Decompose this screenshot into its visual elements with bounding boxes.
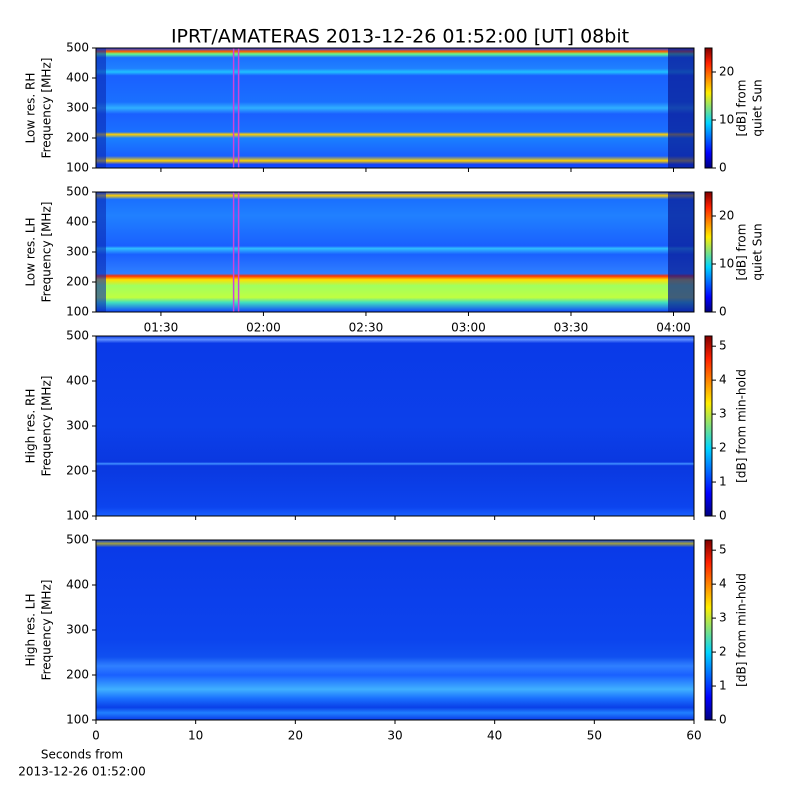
colorbar-tick-label: 5 — [719, 339, 727, 353]
colorbar — [704, 335, 713, 517]
y-axis-label: Low res. LH — [24, 217, 38, 286]
spectrogram — [96, 540, 694, 720]
data-gap — [96, 48, 106, 168]
y-tick-label: 300 — [66, 419, 89, 433]
colorbar — [704, 539, 713, 721]
colorbar-tick-label: 2 — [719, 645, 727, 659]
colorbar-label: quiet Sun — [751, 223, 765, 280]
y-tick-label: 500 — [66, 533, 89, 547]
x-tick-label: 30 — [387, 729, 402, 743]
y-tick-label: 500 — [66, 329, 89, 343]
x-tick-label: 50 — [587, 729, 602, 743]
data-gap — [668, 48, 694, 168]
colorbar-tick-label: 0 — [719, 713, 727, 727]
x-tick-label: 02:00 — [246, 321, 281, 335]
colorbar-label: [dB] from — [735, 80, 749, 137]
y-tick-label: 200 — [66, 131, 89, 145]
x-tick-label: 10 — [188, 729, 203, 743]
spectrogram — [96, 192, 694, 312]
y-tick-label: 300 — [66, 623, 89, 637]
x-tick-label: 02:30 — [349, 321, 384, 335]
y-axis-label: Frequency [MHz] — [40, 202, 54, 303]
plot-frame — [95, 191, 695, 313]
x-tick-label: 0 — [92, 729, 100, 743]
plot-frame — [95, 335, 695, 517]
y-tick-label: 500 — [66, 41, 89, 55]
colorbar-label: [dB] from — [735, 224, 749, 281]
colorbar-label: [dB] from min-hold — [735, 573, 749, 687]
y-axis-label: Frequency [MHz] — [40, 580, 54, 681]
x-tick-label: 20 — [288, 729, 303, 743]
x-axis-label: 2013-12-26 01:52:00 — [18, 765, 145, 779]
x-tick-label: 03:30 — [554, 321, 589, 335]
y-tick-label: 200 — [66, 668, 89, 682]
y-tick-label: 200 — [66, 275, 89, 289]
y-tick-label: 200 — [66, 464, 89, 478]
colorbar-tick-label: 1 — [719, 679, 727, 693]
colorbar-tick-label: 4 — [719, 577, 727, 591]
y-tick-label: 400 — [66, 374, 89, 388]
y-tick-label: 100 — [66, 305, 89, 319]
colorbar-tick-label: 0 — [719, 509, 727, 523]
y-axis-label: High res. RH — [24, 389, 38, 464]
colorbar-tick-label: 4 — [719, 373, 727, 387]
x-axis-label: Seconds from — [41, 748, 123, 762]
y-tick-label: 300 — [66, 101, 89, 115]
x-tick-label: 60 — [686, 729, 701, 743]
data-gap — [668, 192, 694, 312]
colorbar-tick-label: 10 — [719, 113, 734, 127]
colorbar-tick-label: 2 — [719, 441, 727, 455]
y-tick-label: 100 — [66, 509, 89, 523]
data-gap — [96, 192, 106, 312]
y-tick-label: 300 — [66, 245, 89, 259]
y-axis-label: Low res. RH — [24, 73, 38, 144]
plot-frame — [95, 539, 695, 721]
y-tick-label: 100 — [66, 713, 89, 727]
y-tick-label: 400 — [66, 578, 89, 592]
colorbar-tick-label: 3 — [719, 407, 727, 421]
colorbar-label: [dB] from min-hold — [735, 369, 749, 483]
y-tick-label: 500 — [66, 185, 89, 199]
colorbar-tick-label: 5 — [719, 543, 727, 557]
colorbar-tick-label: 0 — [719, 161, 727, 175]
y-tick-label: 400 — [66, 215, 89, 229]
colorbar-label: quiet Sun — [751, 79, 765, 136]
y-tick-label: 100 — [66, 161, 89, 175]
figure-title: IPRT/AMATERAS 2013-12-26 01:52:00 [UT] 0… — [171, 26, 629, 48]
colorbar-tick-label: 20 — [719, 65, 734, 79]
colorbar-tick-label: 3 — [719, 611, 727, 625]
plot-frame — [95, 47, 695, 169]
spectrogram — [96, 48, 694, 168]
y-axis-label: High res. LH — [24, 593, 38, 666]
y-axis-label: Frequency [MHz] — [40, 58, 54, 159]
spectrogram — [96, 336, 694, 516]
colorbar — [704, 47, 713, 169]
x-tick-label: 01:30 — [144, 321, 179, 335]
colorbar-tick-label: 20 — [719, 209, 734, 223]
x-tick-label: 04:00 — [656, 321, 691, 335]
x-tick-label: 03:00 — [451, 321, 486, 335]
colorbar-tick-label: 0 — [719, 305, 727, 319]
colorbar-tick-label: 10 — [719, 257, 734, 271]
y-axis-label: Frequency [MHz] — [40, 376, 54, 477]
colorbar — [704, 191, 713, 313]
colorbar-tick-label: 1 — [719, 475, 727, 489]
y-tick-label: 400 — [66, 71, 89, 85]
x-tick-label: 40 — [487, 729, 502, 743]
